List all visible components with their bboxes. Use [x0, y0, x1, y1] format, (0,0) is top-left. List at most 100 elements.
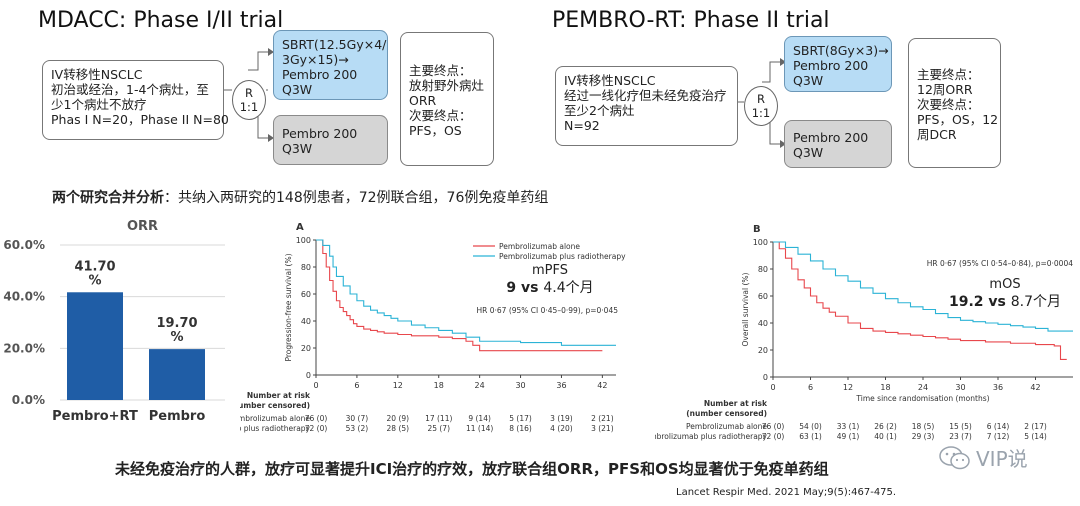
km-risk-value: 5 (17)	[509, 414, 532, 423]
km-annotation-title: mPFS	[532, 263, 568, 278]
km-risk-value: 3 (19)	[550, 414, 573, 423]
left-arm1-arrow	[248, 51, 268, 71]
orr-value-label: 41.70	[74, 259, 115, 274]
right-arm1-box: SBRT(8Gy×3)→ Pembro 200 Q3W	[784, 36, 892, 92]
km-ytick-label: 20	[758, 346, 768, 355]
km-ytick-label: 80	[758, 265, 768, 274]
km-risk-value: 53 (2)	[346, 424, 369, 433]
km-xtick-label: 18	[880, 383, 890, 392]
pfs-km-chart: A 0 20 40 60 80 100 0 6 12 18 24 30 36 42 Progression-f…	[240, 222, 626, 433]
km-ytick-label: 60	[301, 290, 311, 299]
km-ytick-label: 60	[758, 292, 768, 301]
km-risk-header-sub: (number censored)	[240, 401, 310, 410]
km-xtick-label: 42	[1030, 383, 1040, 392]
km-risk-row-label: Pembrolizumab plus radiotherapy	[240, 424, 311, 433]
km-risk-value: 29 (3)	[912, 432, 935, 441]
right-arm2-box: Pembro 200 Q3W	[784, 120, 892, 168]
km-risk-header-sub: (number censored)	[686, 409, 767, 418]
km-curve-pembro-rt	[316, 239, 616, 346]
orr-ytick-label: 60.0%	[3, 238, 45, 252]
left-population-box: IV转移性NSCLC 初治或经治，1-4个病灶，至 少1个病灶不放疗 Phas …	[42, 60, 229, 140]
km-risk-value: 49 (1)	[837, 432, 860, 441]
km-ytick-label: 100	[753, 238, 768, 247]
km-xtick-label: 18	[434, 381, 444, 390]
right-endpoints-box: 主要终点： 12周ORR 次要终点： PFS，OS，12 周DCR	[908, 38, 1001, 168]
km-ytick-label: 100	[296, 236, 311, 245]
left-trial-title: MDACC: Phase I/II trial	[38, 8, 284, 33]
km-xtick-label: 12	[393, 381, 403, 390]
orr-value-label: 19.70	[156, 316, 197, 331]
km-xtick-label: 0	[313, 381, 318, 390]
left-arm2-box: Pembro 200 Q3W	[273, 115, 388, 165]
summary-text: ：共纳入两研究的148例患者，72例联合组，76例免疫单药组	[164, 190, 549, 206]
left-endpoints-box: 主要终点： 放射野外病灶 ORR 次要终点： PFS，OS	[400, 32, 494, 166]
km-xtick-label: 30	[515, 381, 525, 390]
km-legend-label: Pembrolizumab plus radiotherapy	[499, 252, 626, 261]
trial-connectors	[224, 48, 786, 148]
km-risk-row-label: Pembrolizumab alone	[686, 422, 767, 431]
km-xtick-label: 36	[993, 383, 1003, 392]
km-risk-header: Number at risk	[704, 399, 768, 408]
km-risk-value: 6 (14)	[987, 422, 1010, 431]
orr-value-label-unit: %	[170, 330, 183, 345]
km-risk-value: 33 (1)	[837, 422, 860, 431]
km-risk-value: 63 (1)	[799, 432, 822, 441]
orr-ytick-label: 0.0%	[12, 393, 45, 407]
wechat-icon	[939, 445, 970, 469]
km-risk-header: Number at risk	[247, 391, 311, 400]
km-risk-row-label: Pembrolizumab plus radiotherapy	[655, 432, 768, 441]
km-curve-pembro-rt	[773, 241, 1073, 332]
km-risk-value: 54 (0)	[799, 422, 822, 431]
conclusion-text: 未经免疫治疗的人群，放疗可显著提升ICI治疗的疗效，放疗联合组ORR，PFS和O…	[115, 460, 829, 478]
orr-bar	[67, 292, 123, 400]
km-risk-value: 26 (2)	[874, 422, 897, 431]
km-ytick-label: 20	[301, 344, 311, 353]
km-y-axis-title: Overall survival (%)	[741, 272, 750, 346]
km-x-axis-title: Time since randomisation (months)	[855, 394, 989, 403]
km-curve-pembro-alone	[316, 239, 603, 352]
km-risk-value: 17 (11)	[425, 414, 452, 423]
km-risk-value: 2 (21)	[591, 414, 614, 423]
km-xtick-label: 36	[556, 381, 566, 390]
km-risk-value: 5 (14)	[1024, 432, 1047, 441]
km-annotation-value: 9 vs 4.4个月	[506, 280, 593, 296]
km-xtick-label: 24	[475, 381, 485, 390]
pooled-analysis-summary: 两个研究合并分析：共纳入两研究的148例患者，72例联合组，76例免疫单药组	[52, 187, 548, 207]
km-curve-pembro-alone	[773, 241, 1067, 360]
km-ytick-label: 0	[306, 371, 311, 380]
km-xtick-label: 42	[597, 381, 607, 390]
orr-ytick-label: 40.0%	[3, 290, 45, 304]
km-xtick-label: 12	[843, 383, 853, 392]
km-ytick-label: 40	[758, 319, 768, 328]
km-panel-label: B	[753, 224, 761, 235]
os-km-chart: B 0 20 40 60 80 100 0 6 12 18 24 30 36 42 Overall survi…	[655, 224, 1073, 441]
orr-ytick-label: 20.0%	[3, 341, 45, 355]
km-risk-value: 8 (16)	[509, 424, 532, 433]
km-risk-value: 72 (0)	[305, 424, 328, 433]
km-risk-value: 76 (0)	[762, 422, 785, 431]
km-risk-value: 72 (0)	[762, 432, 785, 441]
km-risk-value: 20 (9)	[387, 414, 410, 423]
km-hazard-ratio: HR 0·67 (95% CI 0·54–0·84), p=0·0004	[927, 259, 1073, 268]
km-annotation-title: mOS	[989, 277, 1020, 292]
km-panel-label: A	[296, 222, 304, 233]
km-risk-value: 7 (12)	[987, 432, 1010, 441]
right-arm1-arrow	[762, 61, 780, 83]
km-ytick-label: 40	[301, 317, 311, 326]
orr-bar	[149, 349, 205, 400]
km-risk-value: 11 (14)	[466, 424, 493, 433]
km-risk-value: 2 (17)	[1024, 422, 1047, 431]
km-legend-label: Pembrolizumab alone	[499, 242, 580, 251]
km-risk-value: 4 (20)	[550, 424, 573, 433]
km-risk-row-label: Pembrolizumab alone	[240, 414, 310, 423]
km-xtick-label: 30	[955, 383, 965, 392]
orr-bar-chart: ORR 0.0% 20.0% 40.0% 60.0% 41.70% Pembro+RT 19.…	[3, 219, 225, 424]
km-xtick-label: 6	[354, 381, 359, 390]
orr-category-label: Pembro	[149, 409, 206, 424]
km-annotation-value: 19.2 vs 8.7个月	[949, 294, 1061, 310]
km-xtick-label: 24	[918, 383, 928, 392]
km-y-axis-title: Progression-free survival (%)	[284, 253, 293, 361]
km-ytick-label: 0	[763, 373, 768, 382]
km-risk-value: 76 (0)	[305, 414, 328, 423]
citation-text: Lancet Respir Med. 2021 May;9(5):467-475…	[676, 487, 897, 498]
